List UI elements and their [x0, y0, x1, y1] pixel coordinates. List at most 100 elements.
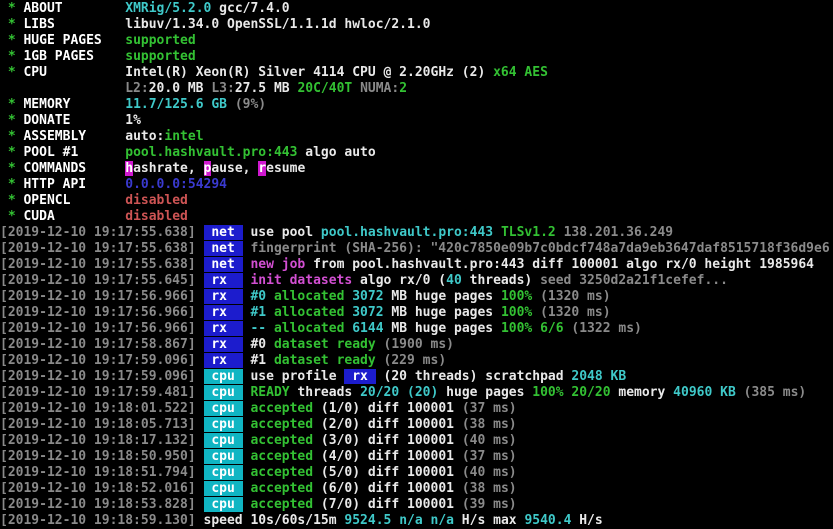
- log-line: * CPU Intel(R) Xeon(R) Silver 4114 CPU @…: [0, 65, 833, 81]
- log-text: esume: [266, 161, 306, 176]
- log-text: 100%: [500, 289, 533, 304]
- log-text: [266, 321, 274, 336]
- field-label: ABOUT: [23, 1, 63, 16]
- log-text: algo auto: [297, 145, 376, 160]
- log-tag-cpu: cpu: [203, 449, 243, 464]
- log-text: accepted: [250, 465, 314, 480]
- log-line: * DONATE 1%: [0, 113, 833, 129]
- log-text: init datasets: [250, 273, 353, 288]
- log-text: gcc/7.4.0: [211, 1, 290, 16]
- log-tag-net: net: [203, 241, 243, 256]
- log-text: (385 ms): [743, 385, 807, 400]
- log-text: (2/0) diff 100001: [313, 417, 462, 432]
- timestamp: [2019-12-10 19:18:05.713]: [0, 417, 204, 432]
- log-line: [2019-12-10 19:17:59.481] cpu READY thre…: [0, 385, 833, 401]
- log-text: [556, 225, 564, 240]
- log-text: 3072: [352, 305, 384, 320]
- log-text: MB huge pages: [383, 289, 501, 304]
- log-line: * HUGE PAGES supported: [0, 33, 833, 49]
- log-tag-rx: rx: [203, 305, 243, 320]
- log-text: 27.5 MB: [234, 81, 290, 96]
- log-text: 20/20: [571, 385, 611, 400]
- log-text: MB huge pages: [383, 305, 501, 320]
- log-text: (1320 ms): [540, 305, 611, 320]
- log-line: [2019-12-10 19:17:59.096] cpu use profil…: [0, 369, 833, 385]
- log-text: NUMA:: [360, 81, 400, 96]
- log-text: [376, 353, 384, 368]
- log-line: [2019-12-10 19:17:55.638] net new job fr…: [0, 257, 833, 273]
- log-text: [70, 97, 125, 112]
- command-hotkey: p: [203, 161, 212, 176]
- log-text: accepted: [250, 401, 314, 416]
- log-text: auto:: [125, 129, 165, 144]
- log-text: 6/6: [540, 321, 564, 336]
- log-text: (38 ms): [461, 417, 517, 432]
- command-hotkey: r: [258, 161, 267, 176]
- log-text: MB huge pages: [383, 321, 501, 336]
- log-text: 2: [399, 81, 408, 96]
- log-text: TLSv1.2: [500, 225, 556, 240]
- log-text: from pool.hashvault.pro:443 diff 100001 …: [305, 257, 814, 272]
- log-text: new job: [250, 257, 306, 272]
- log-text: (1/0) diff 100001: [313, 401, 462, 416]
- log-text: speed 10s/60s/15m: [203, 513, 345, 528]
- log-text: Intel(R) Xeon(R) Silver 4114 CPU @ 2.20G…: [125, 65, 494, 80]
- log-text: [86, 129, 125, 144]
- log-text: (39 ms): [461, 497, 517, 512]
- field-label: OPENCL: [23, 193, 71, 208]
- log-text: *: [0, 33, 24, 48]
- log-text: #1: [242, 353, 274, 368]
- field-label: CPU: [23, 65, 47, 80]
- log-text: (40 ms): [461, 465, 517, 480]
- log-text: accepted: [250, 433, 314, 448]
- log-text: 9524.5: [344, 513, 392, 528]
- log-text: (5/0) diff 100001: [313, 465, 462, 480]
- log-tag-cpu: cpu: [203, 369, 243, 384]
- log-text: (3/0) diff 100001: [313, 433, 462, 448]
- log-tag-cpu: cpu: [203, 433, 243, 448]
- log-text: algo rx/0 (: [352, 273, 447, 288]
- log-tag-cpu: cpu: [203, 481, 243, 496]
- log-text: x64 AES: [493, 65, 548, 80]
- log-text: 40960 KB: [673, 385, 736, 400]
- timestamp: [2019-12-10 19:17:59.481]: [0, 385, 204, 400]
- log-line: [2019-12-10 19:17:55.638] net use pool p…: [0, 225, 833, 241]
- log-text: (20 threads) scratchpad: [375, 369, 572, 384]
- log-text: [70, 113, 125, 128]
- log-text: ause,: [211, 161, 259, 176]
- log-tag-cpu: cpu: [203, 497, 243, 512]
- log-text: (229 ms): [383, 353, 447, 368]
- timestamp: [2019-12-10 19:18:50.950]: [0, 449, 204, 464]
- log-text: 20.0 MB: [148, 81, 204, 96]
- log-text: (1322 ms): [571, 321, 642, 336]
- log-text: 40: [446, 273, 462, 288]
- timestamp: [2019-12-10 19:18:51.794]: [0, 465, 204, 480]
- log-text: threads: [289, 385, 361, 400]
- log-text: use pool: [242, 225, 321, 240]
- log-text: H/s max: [453, 513, 525, 528]
- log-text: 20/20 (20): [360, 385, 439, 400]
- log-text: dataset ready: [273, 337, 376, 352]
- log-text: accepted: [250, 497, 314, 512]
- log-line: * ASSEMBLY auto:intel: [0, 129, 833, 145]
- timestamp: [2019-12-10 19:18:01.522]: [0, 401, 204, 416]
- timestamp: [2019-12-10 19:17:59.096]: [0, 369, 204, 384]
- log-text: accepted: [250, 481, 314, 496]
- log-text: disabled: [125, 209, 188, 224]
- log-text: (7/0) diff 100001: [313, 497, 462, 512]
- log-line: [2019-12-10 19:18:52.016] cpu accepted (…: [0, 481, 833, 497]
- log-text: [55, 209, 125, 224]
- log-line: * OPENCL disabled: [0, 193, 833, 209]
- log-tag-cpu: cpu: [203, 401, 243, 416]
- log-text: allocated: [273, 305, 345, 320]
- log-text: 100%: [500, 305, 533, 320]
- field-label: MEMORY: [23, 97, 71, 112]
- log-text: libuv/1.34.0 OpenSSL/1.1.1d hwloc/2.1.0: [125, 17, 431, 32]
- timestamp: [2019-12-10 19:18:53.828]: [0, 497, 204, 512]
- log-line: * HTTP API 0.0.0.0:54294: [0, 177, 833, 193]
- log-line: [2019-12-10 19:17:55.638] net fingerprin…: [0, 241, 833, 257]
- log-text: [266, 289, 274, 304]
- log-tag-net: net: [203, 225, 243, 240]
- log-tag-rx: rx: [203, 321, 243, 336]
